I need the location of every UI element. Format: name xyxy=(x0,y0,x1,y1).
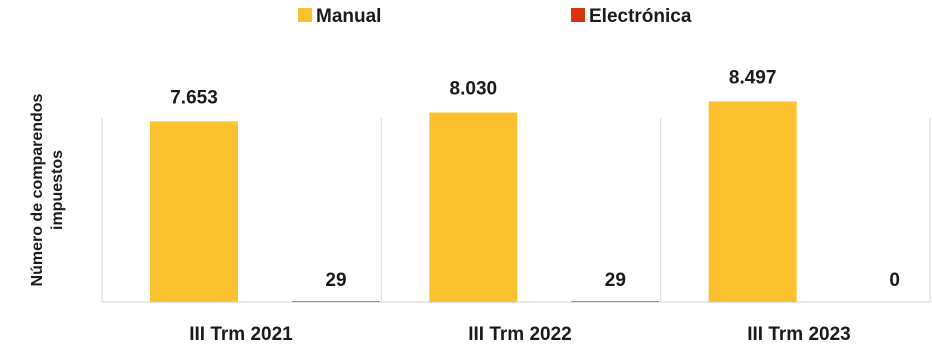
bar-electrnica-0 xyxy=(292,301,380,302)
plot-area: 7.653 29 8.030 29 8.497 0 xyxy=(101,67,931,303)
x-tick-label-2022: III Trm 2022 xyxy=(468,324,572,345)
data-label-manual-1: 8.030 xyxy=(450,78,498,99)
bar-electrnica-1 xyxy=(571,301,660,302)
legend-label-manual: Manual xyxy=(316,6,381,27)
x-axis-labels: III Trm 2021 III Trm 2022 III Trm 2023 xyxy=(189,324,851,345)
legend-swatch-electronica xyxy=(571,8,585,22)
legend-swatch-manual xyxy=(298,8,312,22)
data-label-electrnica-1: 29 xyxy=(605,270,626,291)
y-axis-title-line-1: Número de comparendos xyxy=(29,93,46,286)
bar-manual-0 xyxy=(150,121,238,303)
legend-label-electronica: Electrónica xyxy=(589,6,692,27)
x-tick-label-2023: III Trm 2023 xyxy=(747,324,851,345)
y-axis-title-line-2: impuestos xyxy=(49,150,66,230)
data-label-electrnica-0: 29 xyxy=(325,270,346,291)
legend: Manual Electrónica xyxy=(298,6,692,27)
data-label-manual-2: 8.497 xyxy=(729,67,777,88)
x-tick-label-2021: III Trm 2021 xyxy=(189,324,293,345)
bar-manual-2 xyxy=(708,101,797,303)
bar-manual-1 xyxy=(429,112,518,302)
y-axis-title: Número de comparendos impuestos xyxy=(29,93,66,286)
data-label-electrnica-2: 0 xyxy=(889,270,900,291)
data-label-manual-0: 7.653 xyxy=(170,87,218,108)
